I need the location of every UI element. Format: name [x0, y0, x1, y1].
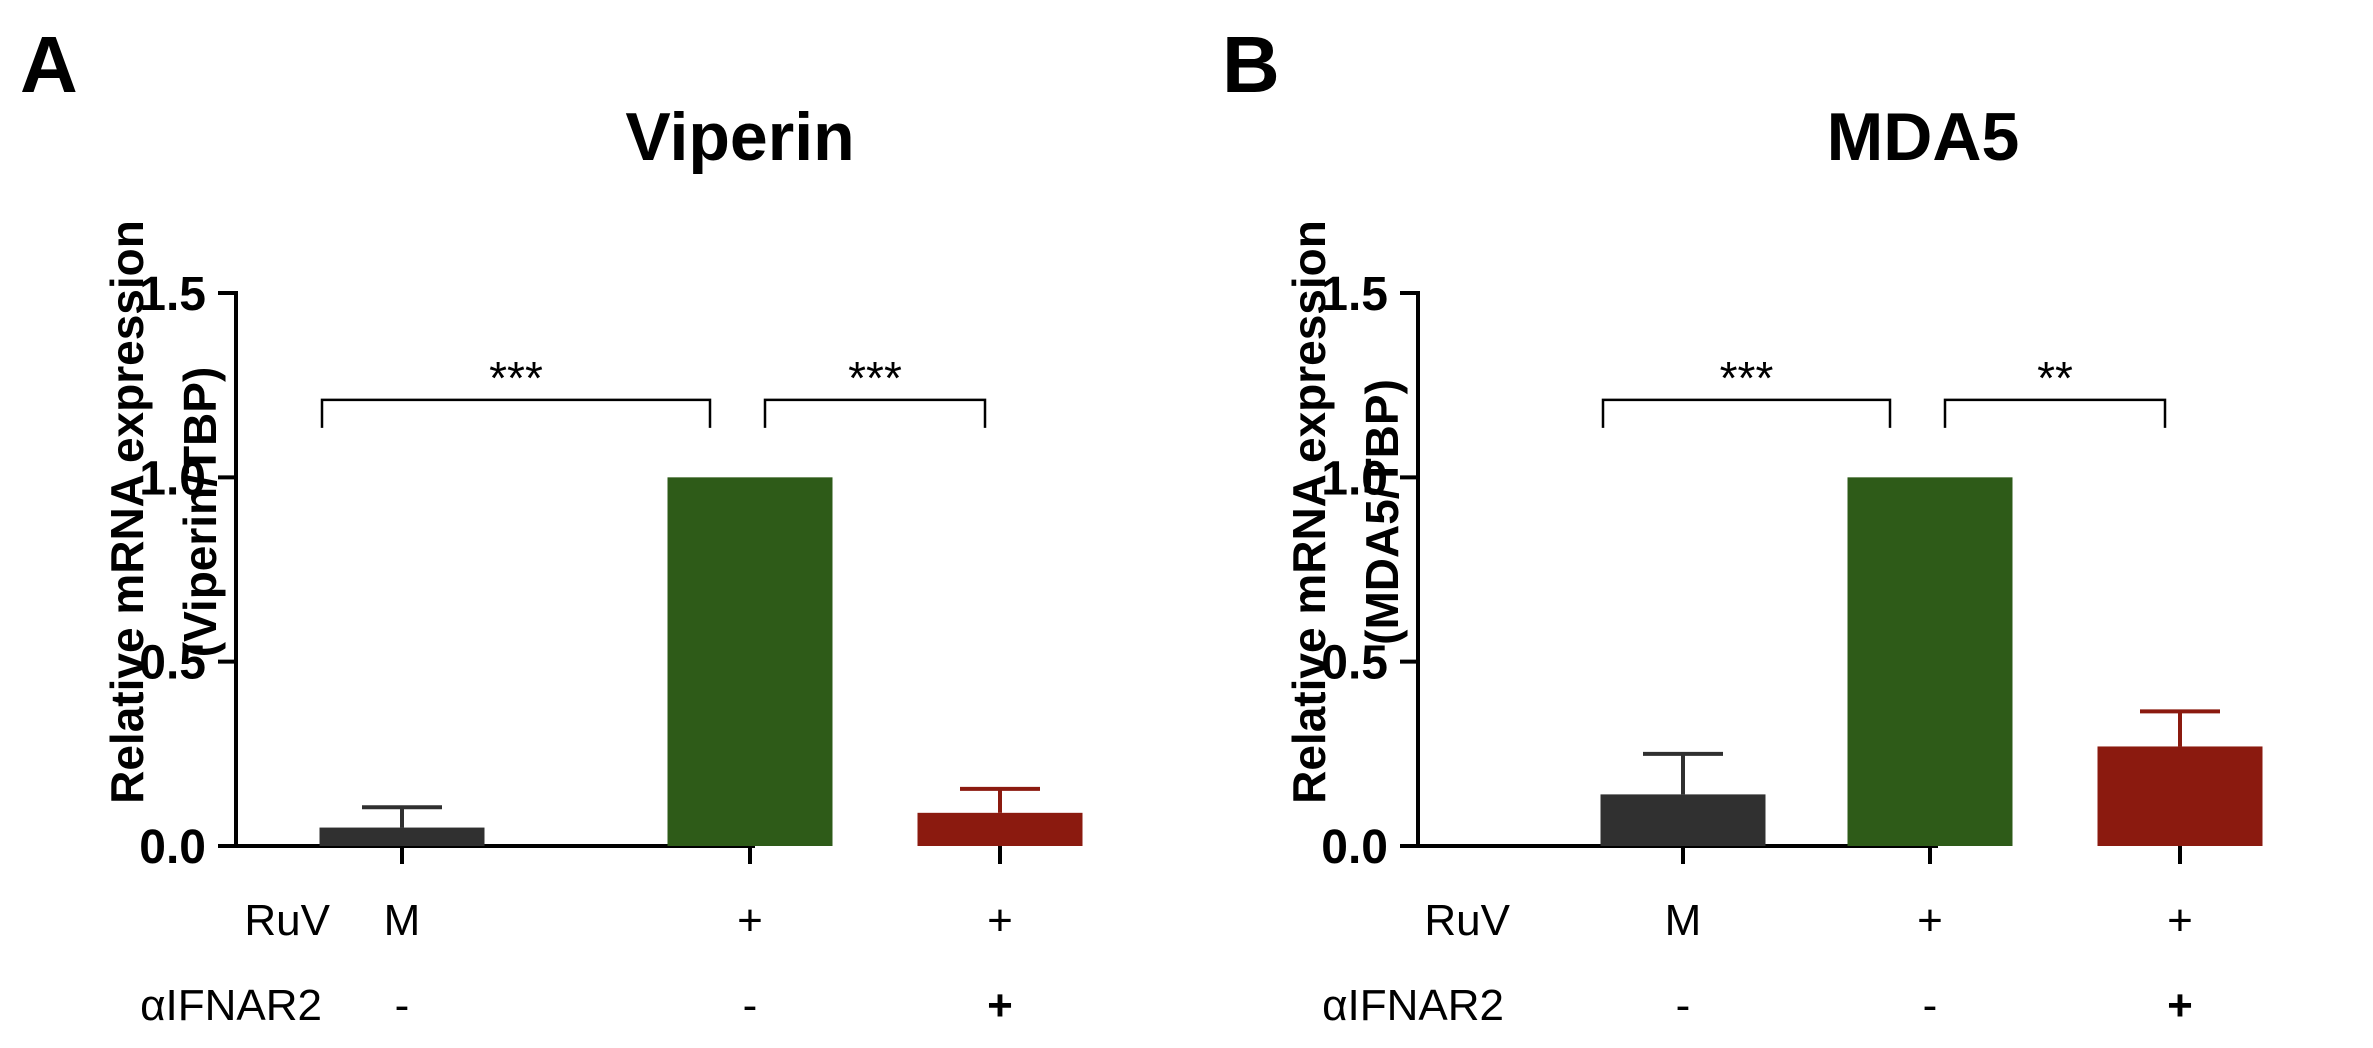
y-tick-label: 0.5: [139, 637, 206, 690]
y-tick-label: 1.5: [1321, 268, 1388, 321]
condition-value: +: [2167, 981, 2193, 1030]
row-label-ruv: RuV: [1424, 896, 1510, 945]
condition-value: +: [737, 896, 763, 945]
row-label-ruv: RuV: [244, 896, 330, 945]
bar-3: [917, 812, 1083, 846]
y-tick-label: 0.0: [1321, 821, 1388, 874]
bar-1: [319, 827, 485, 846]
y-axis-label: Relative mRNA expression: [1283, 220, 1335, 804]
condition-value: -: [1923, 981, 1938, 1030]
bar-2: [1847, 477, 2013, 846]
significance-label: **: [2037, 352, 2073, 404]
chart-title: MDA5: [1827, 99, 2020, 175]
y-tick-label: 1.0: [139, 452, 206, 505]
condition-value: -: [743, 981, 758, 1030]
significance-label: ***: [1720, 352, 1774, 404]
row-label-antibody: αIFNAR2: [1322, 981, 1504, 1030]
significance-bracket: [320, 398, 712, 428]
condition-value: M: [384, 896, 421, 945]
y-tick-label: 1.5: [139, 268, 206, 321]
chart-panel-a: A Viperin Relative mRNA expression (Viperin…: [20, 20, 1083, 1030]
panel-label: A: [20, 20, 78, 109]
significance-bracket: [763, 398, 987, 428]
y-axis-label: Relative mRNA expression: [101, 220, 153, 804]
condition-value: +: [1917, 896, 1943, 945]
y-tick-label: 0.5: [1321, 637, 1388, 690]
y-tick-label: 1.0: [1321, 452, 1388, 505]
condition-value: +: [987, 981, 1013, 1030]
significance-label: ***: [489, 352, 543, 404]
condition-value: +: [2167, 896, 2193, 945]
y-tick-label: 0.0: [139, 821, 206, 874]
y-axis-label-unit: (MDA5/TBP): [1356, 379, 1408, 645]
condition-value: M: [1665, 896, 1702, 945]
chart-title: Viperin: [625, 99, 854, 175]
bar-2: [667, 477, 833, 846]
panel-label: B: [1222, 20, 1280, 109]
condition-value: +: [987, 896, 1013, 945]
condition-value: -: [1676, 981, 1691, 1030]
row-label-antibody: αIFNAR2: [140, 981, 322, 1030]
bar-1: [1600, 794, 1766, 846]
significance-bracket: [1943, 398, 2167, 428]
significance-label: ***: [848, 352, 902, 404]
bar-3: [2097, 746, 2263, 846]
significance-bracket: [1601, 398, 1892, 428]
y-axis-label-unit: (Viperin/TBP): [174, 367, 226, 658]
condition-value: -: [395, 981, 410, 1030]
